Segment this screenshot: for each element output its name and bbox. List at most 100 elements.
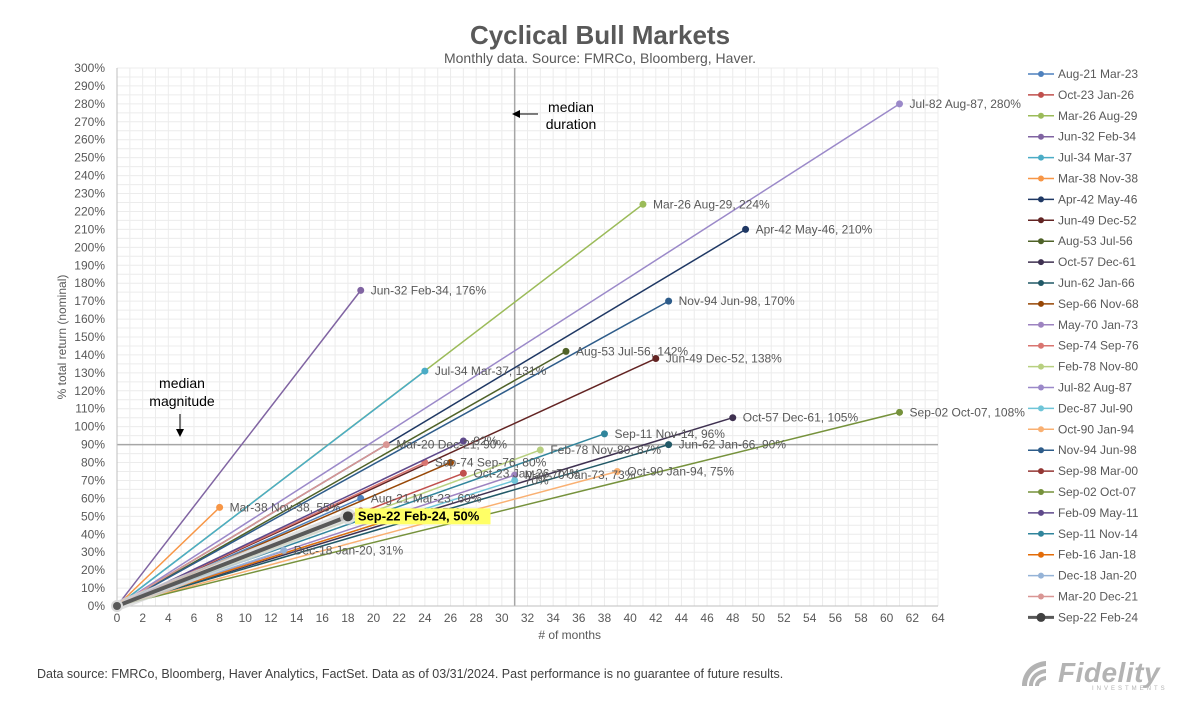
legend-entry: Sep-98 Mar-00	[1058, 464, 1138, 478]
y-tick-label: 180%	[74, 276, 105, 290]
data-label: Feb-78 Nov-80, 87%	[550, 443, 661, 457]
x-tick-label: 20	[367, 611, 381, 625]
y-tick-label: 270%	[74, 115, 105, 129]
chart-title: Cyclical Bull Markets	[469, 20, 731, 50]
series-point	[357, 286, 365, 294]
legend: Aug-21 Mar-23 Oct-23 Jan-26 Mar-26 Aug-29 J…	[1028, 67, 1139, 624]
x-tick-label: 22	[393, 611, 407, 625]
legend-entry: Feb-78 Nov-80	[1058, 360, 1138, 374]
data-label: Oct-23 Jan-26, 74%	[473, 466, 580, 480]
median-duration-label-2: duration	[546, 116, 597, 132]
y-tick-label: 240%	[74, 169, 105, 183]
data-label: Sep-02 Oct-07, 108%	[910, 405, 1026, 419]
legend-entry: Jul-34 Mar-37	[1058, 151, 1132, 165]
y-tick-label: 200%	[74, 240, 105, 254]
x-tick-label: 62	[906, 611, 920, 625]
data-label-highlight: Sep-22 Feb-24, 50%	[358, 508, 480, 523]
legend-swatch-point	[1038, 217, 1044, 224]
legend-swatch-point	[1038, 280, 1044, 286]
series-point	[639, 200, 647, 208]
series-point	[342, 511, 353, 522]
legend-entry: Oct-23 Jan-26	[1058, 88, 1134, 102]
series-point	[562, 347, 570, 355]
data-label: Oct-90 Jan-94, 75%	[627, 465, 734, 479]
series-point	[665, 297, 673, 305]
legend-swatch-point	[1036, 612, 1046, 622]
series-point	[896, 408, 904, 416]
chart-subtitle: Monthly data. Source: FMRCo, Bloomberg, …	[443, 50, 757, 66]
series-point	[511, 476, 519, 484]
legend-entry: May-70 Jan-73	[1058, 318, 1138, 332]
x-tick-label: 58	[854, 611, 868, 625]
series-lines	[111, 100, 904, 612]
legend-swatch-point	[1038, 91, 1044, 98]
legend-swatch-point	[1038, 489, 1044, 495]
data-label: Dec-18 Jan-20, 31%	[294, 543, 404, 557]
series-line	[116, 411, 900, 607]
legend-swatch-point	[1038, 572, 1044, 579]
legend-entry: Oct-90 Jan-94	[1058, 422, 1134, 436]
legend-swatch-point	[1038, 342, 1044, 349]
legend-entry: Sep-02 Oct-07	[1058, 485, 1136, 499]
legend-swatch-point	[1038, 551, 1044, 558]
y-tick-label: 160%	[74, 312, 105, 326]
data-label: Jul-34 Mar-37, 131%	[435, 364, 547, 378]
legend-entry: Jul-82 Aug-87	[1058, 381, 1132, 395]
y-tick-label: 130%	[74, 366, 105, 380]
legend-swatch-point	[1038, 384, 1044, 391]
y-tick-label: 140%	[74, 348, 105, 362]
data-label: Aug-21 Mar-23, 60%	[371, 491, 482, 505]
series-point	[652, 355, 660, 363]
data-label: Jun-62 Jan-66, 90%	[679, 438, 787, 452]
legend-entry: Mar-26 Aug-29	[1058, 109, 1138, 123]
x-tick-label: 26	[444, 611, 458, 625]
series-point	[729, 414, 737, 422]
x-tick-label: 56	[829, 611, 843, 625]
data-label: Aug-53 Jul-56, 142%	[576, 344, 688, 358]
legend-swatch-point	[1038, 112, 1044, 119]
y-tick-label: 40%	[81, 527, 105, 541]
data-label: Mar-38 Nov-38, 55%	[230, 500, 341, 514]
legend-entry: Mar-20 Dec-21	[1058, 590, 1138, 604]
data-label: Oct-57 Dec-61, 105%	[743, 411, 859, 425]
legend-entry: Apr-42 May-46	[1058, 192, 1138, 206]
y-tick-label: 280%	[74, 97, 105, 111]
x-tick-label: 54	[803, 611, 817, 625]
legend-entry: Jun-32 Feb-34	[1058, 130, 1136, 144]
legend-entry: Jun-62 Jan-66	[1058, 276, 1135, 290]
y-tick-label: 0%	[88, 599, 106, 613]
x-tick-label: 50	[752, 611, 766, 625]
fidelity-logo-icon	[1022, 661, 1046, 686]
x-tick-label: 4	[165, 611, 172, 625]
y-tick-label: 250%	[74, 151, 105, 165]
legend-swatch-point	[1038, 405, 1044, 412]
data-label: Jul-82 Aug-87, 280%	[910, 97, 1022, 111]
series-line	[116, 370, 426, 607]
legend-swatch-point	[1038, 447, 1044, 454]
y-tick-label: 230%	[74, 187, 105, 201]
data-label: 92%	[473, 434, 497, 448]
series-line	[116, 350, 567, 607]
x-tick-label: 32	[521, 611, 535, 625]
y-axis-label: % total return (nominal)	[55, 275, 69, 400]
series-line	[116, 103, 900, 607]
y-tick-label: 50%	[81, 509, 105, 523]
legend-swatch-point	[1038, 238, 1044, 245]
x-tick-label: 0	[114, 611, 121, 625]
data-label: Apr-42 May-46, 210%	[756, 222, 873, 236]
x-tick-label: 6	[191, 611, 198, 625]
series-point	[421, 367, 429, 375]
x-tick-label: 44	[675, 611, 689, 625]
y-tick-label: 20%	[81, 563, 105, 577]
x-tick-label: 38	[598, 611, 612, 625]
median-magnitude-label-2: magnitude	[149, 393, 215, 409]
x-tick-label: 60	[880, 611, 894, 625]
y-tick-label: 150%	[74, 330, 105, 344]
x-tick-label: 34	[546, 611, 560, 625]
legend-swatch-point	[1038, 363, 1044, 370]
data-label: 70%	[525, 473, 549, 487]
origin-point	[113, 602, 121, 610]
x-tick-label: 46	[700, 611, 714, 625]
fidelity-logo: Fidelity INVESTMENTS	[1018, 656, 1188, 692]
legend-entry: Feb-09 May-11	[1058, 506, 1139, 520]
